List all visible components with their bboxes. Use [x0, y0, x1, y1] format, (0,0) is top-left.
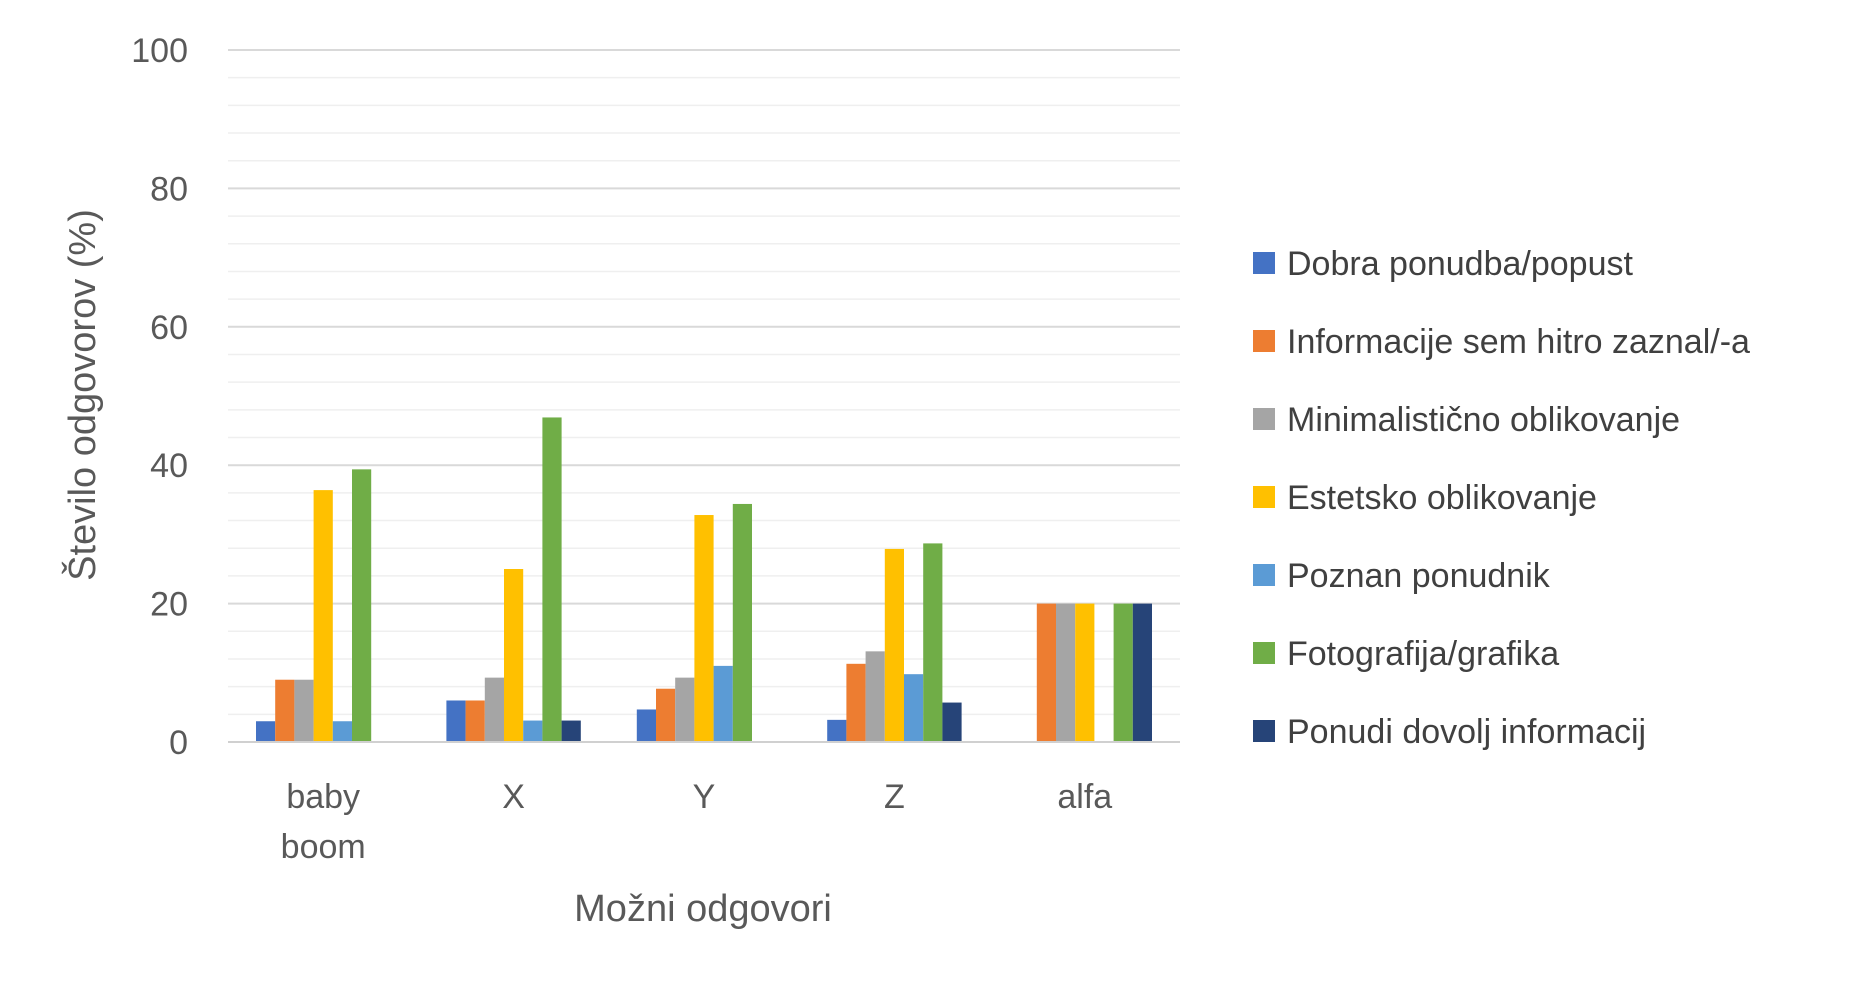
bar-minimalisti-no-oblikovanje-1 [484, 677, 504, 742]
bar-estetsko-oblikovanje-1 [504, 569, 524, 742]
bar-minimalisti-no-oblikovanje-0 [294, 679, 314, 742]
legend-swatch [1253, 720, 1275, 742]
bar-fotografija-grafika-2 [732, 503, 752, 742]
legend-label: Fotografija/grafika [1287, 635, 1559, 673]
x-tick-label: alfa [1057, 778, 1112, 816]
bar-dobra-ponudba-popust-2 [636, 709, 656, 742]
x-tick-label: Y [693, 778, 716, 816]
bar-informacije-sem-hitro-zaznal-a-1 [465, 700, 485, 742]
bar-dobra-ponudba-popust-0 [256, 721, 276, 742]
bar-fotografija-grafika-1 [542, 417, 562, 742]
x-tick-label: baby [286, 778, 360, 816]
legend-swatch [1253, 252, 1275, 274]
bar-informacije-sem-hitro-zaznal-a-3 [846, 663, 866, 742]
bar-poznan-ponudnik-2 [713, 665, 733, 742]
bar-informacije-sem-hitro-zaznal-a-0 [275, 679, 295, 742]
y-tick-label: 0 [169, 724, 188, 762]
bar-ponudi-dovolj-informacij-1 [561, 720, 581, 742]
bar-fotografija-grafika-0 [352, 469, 372, 742]
y-tick-label: 40 [150, 447, 188, 485]
bar-estetsko-oblikovanje-3 [884, 548, 904, 742]
legend-swatch [1253, 486, 1275, 508]
y-axis-title: Število odgovorov (%) [60, 209, 104, 581]
legend-swatch [1253, 330, 1275, 352]
gridlines [228, 49, 1180, 716]
legend-swatch [1253, 642, 1275, 664]
bars [256, 417, 1152, 742]
legend-label: Poznan ponudnik [1287, 557, 1551, 595]
bar-dobra-ponudba-popust-3 [827, 719, 847, 742]
legend-label: Estetsko oblikovanje [1287, 479, 1597, 517]
legend-label: Informacije sem hitro zaznal/-a [1287, 323, 1750, 361]
bar-fotografija-grafika-4 [1113, 603, 1133, 742]
bar-informacije-sem-hitro-zaznal-a-2 [656, 688, 676, 742]
legend-swatch [1253, 564, 1275, 586]
legend-label: Minimalistično oblikovanje [1287, 401, 1680, 439]
y-tick-label: 60 [150, 309, 188, 347]
bar-ponudi-dovolj-informacij-3 [942, 702, 962, 742]
bar-dobra-ponudba-popust-1 [446, 700, 466, 742]
bar-poznan-ponudnik-1 [523, 720, 543, 742]
bar-estetsko-oblikovanje-0 [313, 490, 333, 742]
bar-minimalisti-no-oblikovanje-4 [1056, 603, 1076, 742]
x-tick-label: X [502, 778, 525, 816]
y-tick-label: 80 [150, 170, 188, 208]
bar-ponudi-dovolj-informacij-4 [1132, 603, 1152, 742]
legend-label: Dobra ponudba/popust [1287, 245, 1633, 283]
x-axis-title: Možni odgovori [574, 888, 832, 930]
bar-fotografija-grafika-3 [923, 543, 943, 742]
bar-minimalisti-no-oblikovanje-3 [865, 651, 885, 742]
legend-swatch [1253, 408, 1275, 430]
x-tick-label: Z [884, 778, 905, 816]
bar-minimalisti-no-oblikovanje-2 [675, 677, 695, 742]
bar-estetsko-oblikovanje-4 [1075, 603, 1095, 742]
y-tick-label: 20 [150, 586, 188, 624]
legend: Dobra ponudba/popust Informacije sem hitr… [1253, 245, 1750, 751]
legend-label: Ponudi dovolj informacij [1287, 713, 1646, 751]
y-tick-label: 100 [131, 32, 188, 70]
bar-informacije-sem-hitro-zaznal-a-4 [1036, 603, 1056, 742]
bar-estetsko-oblikovanje-2 [694, 515, 714, 742]
bar-poznan-ponudnik-3 [904, 674, 924, 742]
bar-poznan-ponudnik-0 [332, 721, 352, 742]
x-tick-label: boom [281, 828, 366, 866]
